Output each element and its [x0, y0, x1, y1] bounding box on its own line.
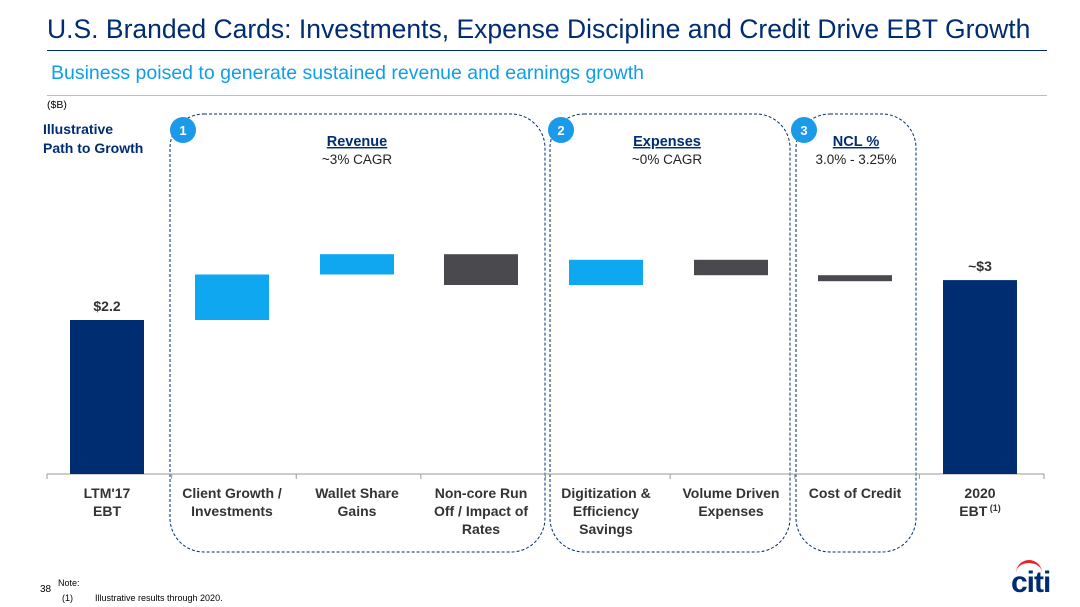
slide-subtitle: Business poised to generate sustained re… [51, 62, 644, 84]
bar-value-label: $2.2 [93, 298, 120, 314]
group-box-2 [549, 113, 791, 553]
group-badge-number: 3 [800, 123, 807, 138]
group-box-3 [795, 113, 917, 553]
bar-6 [694, 259, 768, 276]
group-subheading: 3.0% - 3.25% [815, 152, 896, 167]
category-label: LTM'17 EBT [84, 485, 131, 519]
group-heading: Revenue [327, 134, 387, 150]
group-badge-number: 1 [179, 123, 186, 138]
category-label: 2020 EBT (1) [959, 485, 1001, 519]
bar-4 [444, 254, 518, 285]
unit-label: ($B) [47, 99, 67, 111]
category-label: Digitization & Efficiency Savings [561, 485, 650, 537]
category-label: Non-core Run Off / Impact of Rates [434, 485, 528, 537]
bar-8 [943, 280, 1017, 474]
category-label: Cost of Credit [809, 485, 902, 501]
citi-logo: citi [1011, 566, 1051, 599]
group-badge-2 [548, 117, 574, 143]
slide-title: U.S. Branded Cards: Investments, Expense… [47, 14, 1031, 44]
note-label: Note: [58, 578, 80, 588]
title-divider [47, 50, 1047, 51]
category-label: Volume Driven Expenses [683, 485, 780, 519]
page-number: 38 [40, 584, 52, 595]
bar-7 [818, 275, 892, 282]
illustrative-label: Illustrative Path to Growth [43, 121, 144, 156]
subtitle-divider [47, 95, 1047, 96]
bar-5 [569, 259, 643, 285]
group-heading: Expenses [633, 134, 701, 150]
bar-2 [195, 274, 269, 320]
category-label: Wallet Share Gains [315, 485, 399, 519]
group-subheading: ~0% CAGR [632, 152, 702, 167]
bar-3 [320, 254, 394, 275]
group-badge-number: 2 [557, 123, 564, 138]
group-subheading: ~3% CAGR [322, 152, 392, 167]
note-marker: (1) [62, 593, 73, 603]
logo-arc [1016, 560, 1042, 575]
bar-1 [70, 320, 144, 474]
group-badge-3 [791, 117, 817, 143]
note-text: Illustrative results through 2020. [95, 593, 223, 603]
group-heading: NCL % [833, 134, 880, 150]
group-badge-1 [170, 117, 196, 143]
category-label: Client Growth / Investments [182, 485, 282, 519]
group-box-1 [169, 113, 546, 553]
bar-value-label: ~$3 [968, 258, 992, 274]
